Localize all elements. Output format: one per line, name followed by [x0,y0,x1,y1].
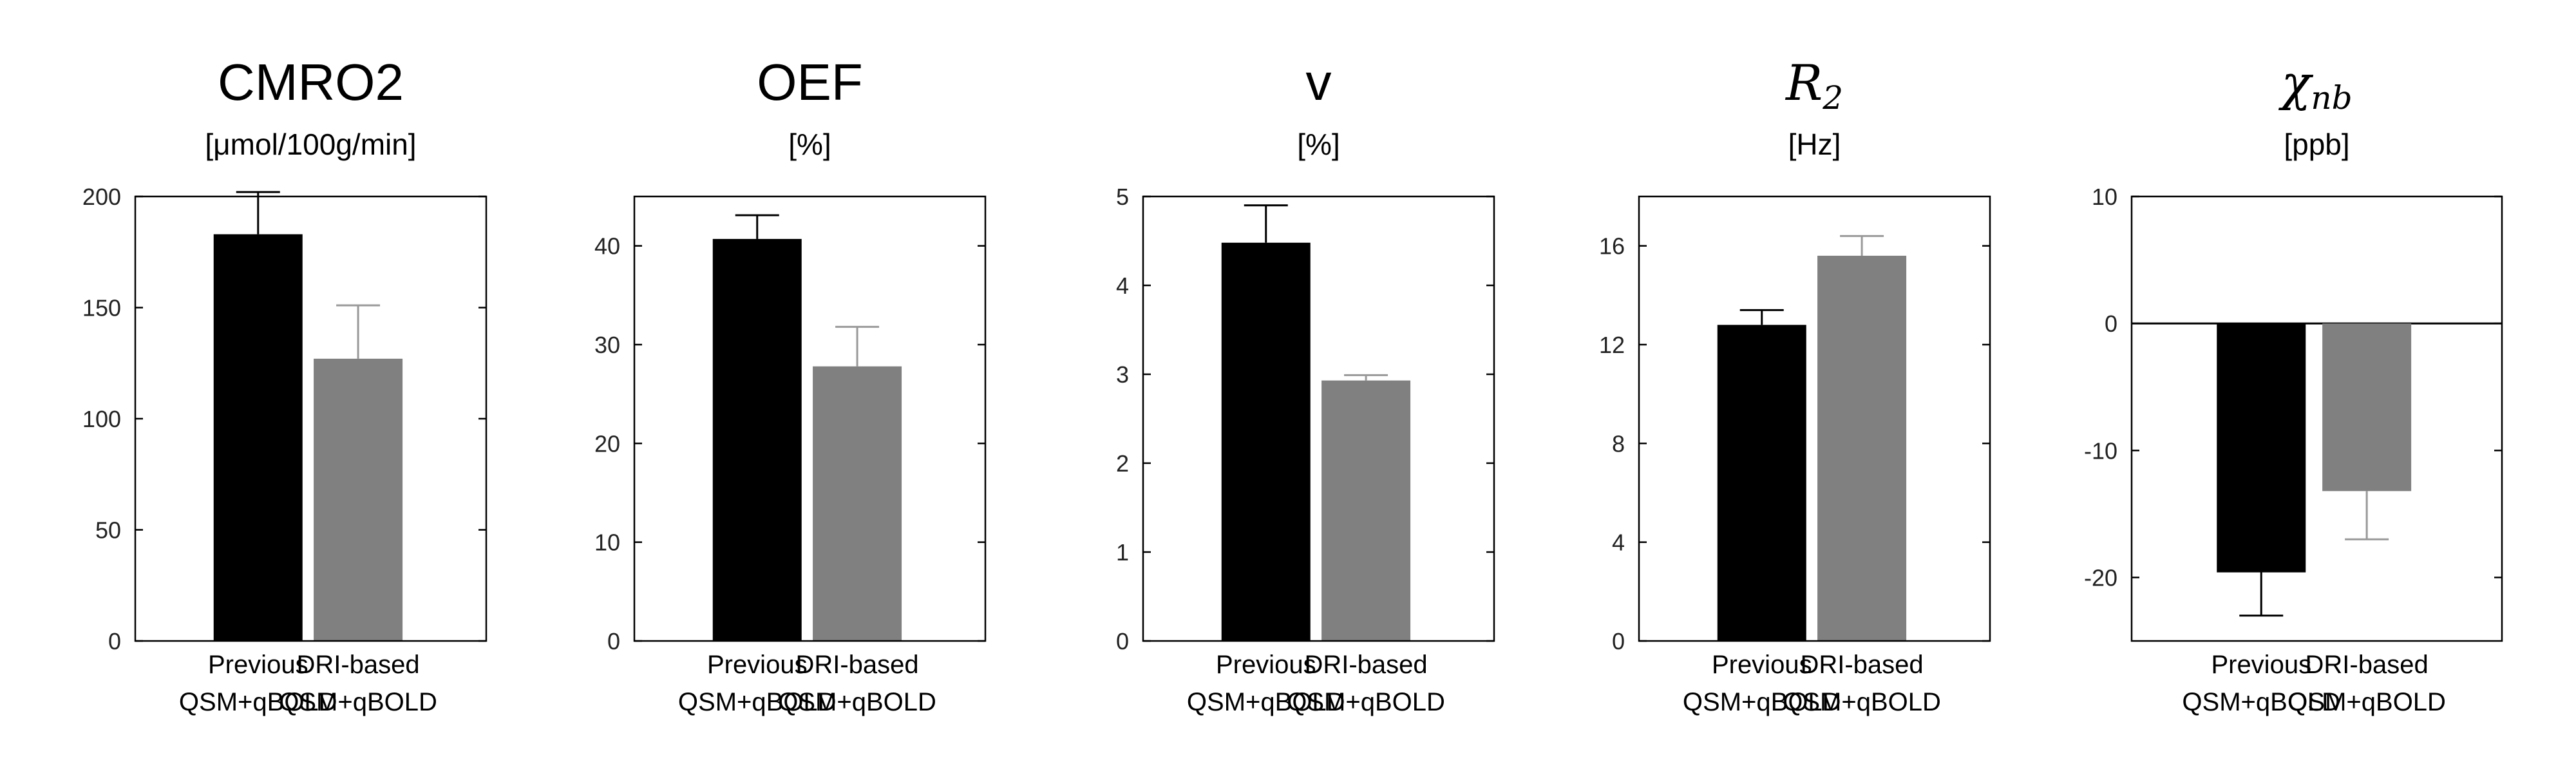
category-label-1: Previous QSM+qBOLD [1187,651,1345,716]
y-tick-label: 10 [2092,184,2117,210]
bar-1 [213,234,303,641]
unit-label: [ppb] [2284,128,2349,161]
y-tick-label: 100 [82,406,121,432]
y-tick-label: 10 [594,530,620,556]
bar-1 [1717,325,1806,641]
y-tick-label: 16 [1599,233,1625,260]
y-tick-label: 5 [1116,184,1129,210]
y-tick-label: 4 [1116,272,1129,299]
axes-frame [2130,195,2503,642]
y-tick-label: 0 [1612,628,1625,654]
bar-2 [314,358,403,641]
unit-label: [%] [1297,128,1340,161]
bar-2 [2322,323,2412,491]
y-tick-label: 0 [2105,310,2117,337]
y-tick-label: 20 [594,430,620,457]
y-tick-label: 0 [1116,628,1129,654]
chart-panel-1: CMRO2 [μmol/100g/min] Previous QSM+qBOLDDRI… [82,53,488,716]
y-tick-label: 30 [594,332,620,358]
unit-label: [%] [788,128,831,161]
y-tick-label: 12 [1599,332,1625,358]
chart-title: CMRO2 [218,53,404,111]
bar-2 [1321,380,1411,641]
axes-frame [134,195,488,642]
bar-1 [2217,323,2306,573]
y-tick-label: 40 [594,233,620,260]
y-tick-label: 4 [1612,530,1625,556]
y-tick-label: 1 [1116,539,1129,566]
category-label-2: DRI-based QSM+qBOLD [1287,651,1445,716]
y-tick-label: 0 [607,628,620,654]
y-tick-label: 2 [1116,450,1129,477]
category-label-2: DRI-based QSM+qBOLD [1783,651,1941,716]
unit-label: [μmol/100g/min] [205,128,416,161]
category-label-1: Previous QSM+qBOLD [1683,651,1841,716]
chart-title: OEF [757,53,862,111]
y-tick-label: 0 [108,628,121,654]
chart-title: R2 [1785,54,1843,117]
bar-2 [1817,256,1907,641]
category-label-1: Previous QSM+qBOLD [2182,651,2340,716]
y-tick-label: 8 [1612,430,1625,457]
bar-1 [1221,242,1311,641]
category-label-2: DRI-based QSM+qBOLD [279,651,437,716]
y-tick-label: 200 [82,184,121,210]
category-label-1: Previous QSM+qBOLD [179,651,337,716]
axes-frame [1638,195,1991,642]
category-label-2: DRI-based QSM+qBOLD [778,651,936,716]
unit-label: [Hz] [1788,128,1841,161]
category-label-1: Previous QSM+qBOLD [678,651,837,716]
bar-1 [712,238,802,641]
chart-title: χnb [2278,54,2352,117]
category-label-2: DRI-based QSM+qBOLD [2287,651,2446,716]
y-tick-label: -20 [2084,564,2117,591]
bar-2 [813,366,902,641]
axes-frame [633,195,987,642]
y-tick-label: -10 [2084,437,2117,464]
chart-title: v [1306,53,1332,111]
axes-frame [1142,195,1495,642]
y-tick-label: 3 [1116,361,1129,388]
y-tick-label: 150 [82,295,121,321]
y-tick-label: 50 [95,517,121,544]
